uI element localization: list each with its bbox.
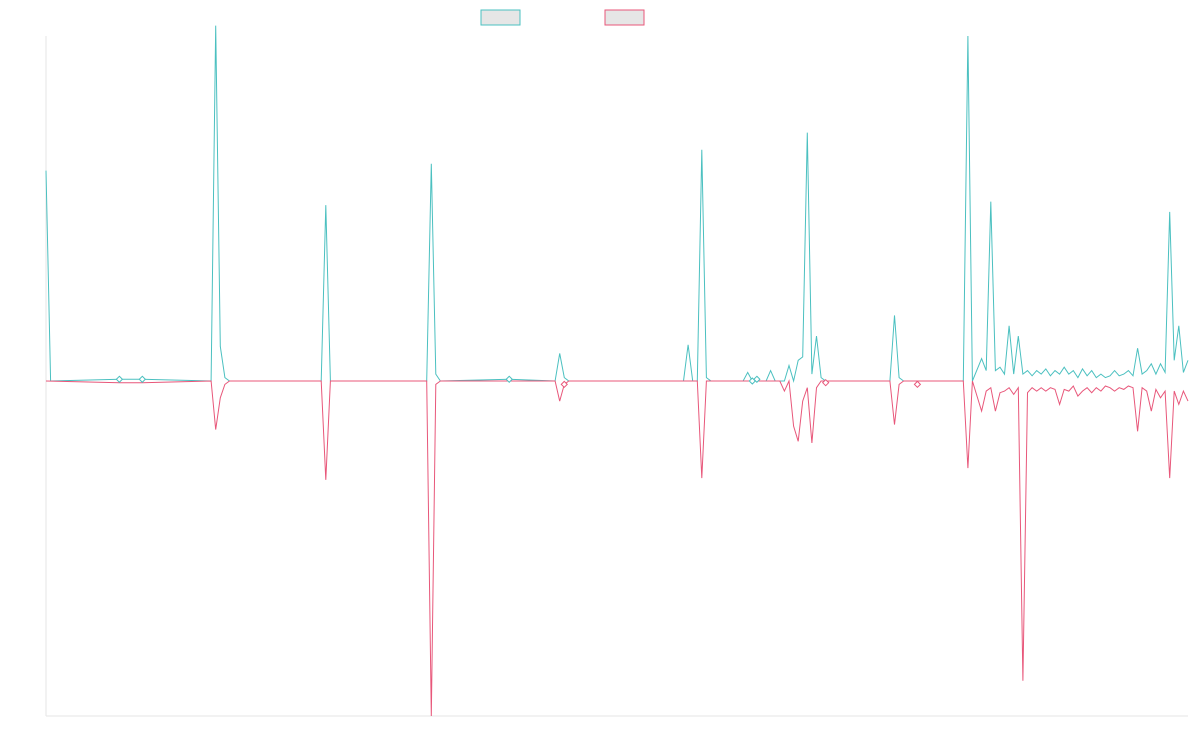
series-layer [45, 25, 1189, 717]
legend-swatch-series-2[interactable] [604, 9, 645, 26]
data-point-marker [560, 380, 568, 389]
axes [45, 36, 1188, 717]
marker-layer [115, 375, 922, 389]
data-point-marker [753, 375, 761, 383]
data-point-marker [138, 375, 147, 383]
data-point-marker [505, 375, 513, 383]
legend-swatch-series-1[interactable] [480, 9, 521, 26]
data-point-marker [821, 378, 830, 387]
data-point-marker [913, 380, 922, 389]
data-point-marker [115, 375, 124, 383]
series-line-1 [45, 25, 1189, 383]
legend [480, 9, 645, 26]
series-line-2 [45, 379, 1189, 717]
